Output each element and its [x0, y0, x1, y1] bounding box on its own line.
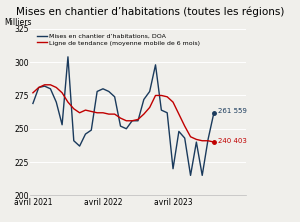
Mises en chantier d’habitations, DOA — [136, 119, 140, 122]
Ligne de tendance (moyenne mobile de 6 mois) — [154, 94, 157, 97]
Ligne de tendance (moyenne mobile de 6 mois) — [177, 113, 181, 115]
Ligne de tendance (moyenne mobile de 6 mois) — [101, 111, 105, 114]
Mises en chantier d’habitations, DOA — [119, 125, 122, 127]
Mises en chantier d’habitations, DOA — [66, 56, 70, 58]
Mises en chantier d’habitations, DOA — [95, 90, 99, 93]
Mises en chantier d’habitations, DOA — [124, 127, 128, 130]
Ligne de tendance (moyenne mobile de 6 mois) — [31, 91, 35, 94]
Mises en chantier d’habitations, DOA — [55, 101, 58, 103]
Mises en chantier d’habitations, DOA — [31, 102, 35, 105]
Mises en chantier d’habitations, DOA — [72, 139, 76, 142]
Mises en chantier d’habitations, DOA — [142, 98, 146, 101]
Ligne de tendance (moyenne mobile de 6 mois) — [195, 138, 198, 141]
Ligne de tendance (moyenne mobile de 6 mois) — [113, 113, 116, 115]
Mises en chantier d’habitations, DOA — [160, 109, 163, 111]
Ligne de tendance (moyenne mobile de 6 mois) — [72, 107, 76, 110]
Ligne de tendance (moyenne mobile de 6 mois) — [136, 118, 140, 121]
Ligne de tendance (moyenne mobile de 6 mois) — [66, 101, 70, 103]
Mises en chantier d’habitations, DOA — [78, 145, 81, 147]
Mises en chantier d’habitations, DOA — [49, 87, 52, 90]
Mises en chantier d’habitations, DOA — [183, 137, 187, 139]
Ligne de tendance (moyenne mobile de 6 mois) — [160, 94, 163, 97]
Mises en chantier d’habitations, DOA — [212, 111, 216, 114]
Ligne de tendance (moyenne mobile de 6 mois) — [119, 117, 122, 119]
Mises en chantier d’habitations, DOA — [165, 111, 169, 114]
Ligne de tendance (moyenne mobile de 6 mois) — [95, 111, 99, 114]
Mises en chantier d’habitations, DOA — [171, 167, 175, 170]
Ligne de tendance (moyenne mobile de 6 mois) — [89, 110, 93, 113]
Ligne de tendance (moyenne mobile de 6 mois) — [165, 95, 169, 98]
Mises en chantier d’habitations, DOA — [130, 119, 134, 122]
Mises en chantier d’habitations, DOA — [84, 133, 87, 135]
Ligne de tendance (moyenne mobile de 6 mois) — [49, 83, 52, 86]
Ligne de tendance (moyenne mobile de 6 mois) — [212, 141, 216, 143]
Line: Mises en chantier d’habitations, DOA: Mises en chantier d’habitations, DOA — [33, 57, 214, 175]
Ligne de tendance (moyenne mobile de 6 mois) — [183, 125, 187, 127]
Ligne de tendance (moyenne mobile de 6 mois) — [189, 135, 192, 138]
Ligne de tendance (moyenne mobile de 6 mois) — [148, 106, 152, 109]
Mises en chantier d’habitations, DOA — [43, 85, 46, 87]
Mises en chantier d’habitations, DOA — [37, 86, 40, 89]
Legend: Mises en chantier d’habitations, DOA, Ligne de tendance (moyenne mobile de 6 moi: Mises en chantier d’habitations, DOA, Li… — [38, 34, 200, 46]
Mises en chantier d’habitations, DOA — [189, 174, 192, 177]
Mises en chantier d’habitations, DOA — [89, 129, 93, 131]
Line: Ligne de tendance (moyenne mobile de 6 mois): Ligne de tendance (moyenne mobile de 6 m… — [33, 85, 214, 142]
Ligne de tendance (moyenne mobile de 6 mois) — [107, 113, 111, 115]
Ligne de tendance (moyenne mobile de 6 mois) — [55, 86, 58, 89]
Ligne de tendance (moyenne mobile de 6 mois) — [84, 109, 87, 111]
Ligne de tendance (moyenne mobile de 6 mois) — [206, 139, 210, 142]
Text: Milliers: Milliers — [4, 18, 32, 27]
Ligne de tendance (moyenne mobile de 6 mois) — [43, 83, 46, 86]
Text: 240 403: 240 403 — [218, 138, 247, 144]
Ligne de tendance (moyenne mobile de 6 mois) — [37, 86, 40, 89]
Text: 261 559: 261 559 — [218, 108, 247, 114]
Mises en chantier d’habitations, DOA — [101, 87, 105, 90]
Mises en chantier d’habitations, DOA — [60, 123, 64, 126]
Ligne de tendance (moyenne mobile de 6 mois) — [130, 119, 134, 122]
Mises en chantier d’habitations, DOA — [154, 63, 157, 66]
Mises en chantier d’habitations, DOA — [200, 174, 204, 177]
Mises en chantier d’habitations, DOA — [113, 95, 116, 98]
Mises en chantier d’habitations, DOA — [195, 141, 198, 143]
Ligne de tendance (moyenne mobile de 6 mois) — [60, 91, 64, 94]
Ligne de tendance (moyenne mobile de 6 mois) — [124, 119, 128, 122]
Ligne de tendance (moyenne mobile de 6 mois) — [200, 139, 204, 142]
Text: Mises en chantier d’habitations (toutes les régions): Mises en chantier d’habitations (toutes … — [16, 7, 284, 17]
Mises en chantier d’habitations, DOA — [206, 138, 210, 141]
Ligne de tendance (moyenne mobile de 6 mois) — [78, 111, 81, 114]
Ligne de tendance (moyenne mobile de 6 mois) — [171, 101, 175, 103]
Mises en chantier d’habitations, DOA — [107, 90, 111, 93]
Mises en chantier d’habitations, DOA — [177, 130, 181, 133]
Mises en chantier d’habitations, DOA — [148, 90, 152, 93]
Ligne de tendance (moyenne mobile de 6 mois) — [142, 113, 146, 115]
